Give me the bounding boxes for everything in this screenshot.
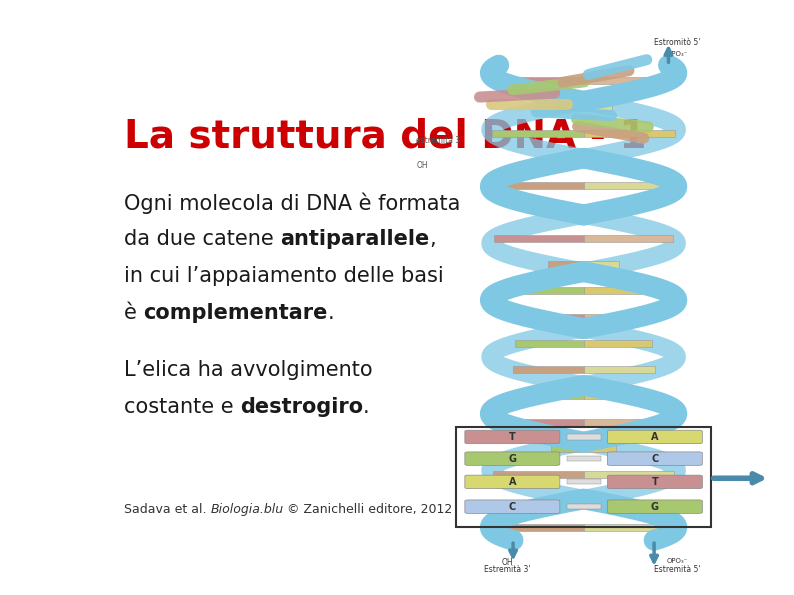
Bar	[503, 287, 584, 294]
Bar	[499, 77, 584, 84]
Bar	[584, 287, 665, 294]
Text: G: G	[651, 502, 659, 512]
Text: estremità 3': estremità 3'	[416, 136, 463, 145]
Bar	[584, 497, 595, 505]
Text: OH: OH	[417, 161, 428, 170]
Text: Estremità 3': Estremità 3'	[484, 565, 530, 574]
FancyBboxPatch shape	[607, 430, 703, 444]
Bar	[491, 182, 584, 189]
Bar	[584, 261, 619, 268]
FancyBboxPatch shape	[464, 430, 560, 444]
Text: A: A	[651, 432, 658, 442]
Text: da due catene: da due catene	[124, 230, 280, 249]
Text: in cui l’appaiamento delle basi: in cui l’appaiamento delle basi	[124, 266, 444, 286]
Bar	[584, 393, 635, 399]
Text: Ogni molecola di DNA è formata: Ogni molecola di DNA è formata	[124, 193, 461, 214]
Bar	[494, 235, 584, 242]
FancyBboxPatch shape	[607, 475, 703, 488]
Bar	[584, 77, 669, 84]
Text: Biologia.blu: Biologia.blu	[210, 503, 283, 516]
Bar	[567, 480, 600, 484]
Text: è: è	[124, 303, 144, 322]
Text: L’elica ha avvolgimento: L’elica ha avvolgimento	[124, 360, 372, 380]
Bar	[584, 130, 675, 136]
Bar	[567, 434, 600, 440]
Text: Estremità 5': Estremità 5'	[653, 565, 700, 574]
Bar	[529, 314, 584, 321]
Bar	[513, 367, 584, 373]
Bar	[584, 104, 612, 110]
Bar	[551, 445, 584, 452]
Bar	[584, 445, 616, 452]
Text: complementare: complementare	[144, 303, 328, 322]
FancyBboxPatch shape	[464, 452, 560, 465]
Text: © Zanichelli editore, 2012: © Zanichelli editore, 2012	[283, 503, 453, 516]
Bar	[555, 104, 584, 110]
Text: Sadava et al.: Sadava et al.	[124, 503, 210, 516]
Bar	[584, 524, 676, 531]
Text: costante e: costante e	[124, 397, 240, 416]
Bar	[584, 156, 591, 163]
Bar	[584, 209, 599, 215]
Text: antiparallele: antiparallele	[280, 230, 430, 249]
Bar	[500, 419, 584, 425]
Bar	[584, 471, 674, 478]
Text: .: .	[363, 397, 370, 416]
Bar	[493, 471, 584, 478]
Bar	[572, 497, 584, 505]
Text: G: G	[508, 453, 516, 464]
Bar	[584, 340, 652, 347]
Bar	[576, 156, 584, 163]
Text: Estromitò 5': Estromitò 5'	[653, 38, 700, 47]
Bar	[548, 261, 584, 268]
Bar	[569, 209, 584, 215]
Bar	[584, 367, 654, 373]
Bar	[515, 340, 584, 347]
FancyBboxPatch shape	[607, 500, 703, 513]
FancyBboxPatch shape	[607, 452, 703, 465]
Text: C: C	[509, 502, 516, 512]
Bar	[492, 130, 584, 136]
Bar	[584, 419, 667, 425]
Text: .: .	[328, 303, 334, 322]
Bar	[490, 524, 584, 531]
Bar	[532, 393, 584, 399]
Text: A: A	[509, 477, 516, 487]
Text: destrogiro: destrogiro	[240, 397, 363, 416]
Text: T: T	[509, 432, 516, 442]
Text: C: C	[651, 453, 658, 464]
FancyBboxPatch shape	[464, 475, 560, 488]
Text: OPO₃⁻: OPO₃⁻	[666, 558, 688, 564]
FancyBboxPatch shape	[464, 500, 560, 513]
Text: OPO₃⁻: OPO₃⁻	[666, 51, 688, 57]
Text: ,: ,	[430, 230, 436, 249]
Bar	[567, 504, 600, 509]
Text: La struttura del DNA - 1: La struttura del DNA - 1	[124, 117, 646, 155]
Bar	[567, 456, 600, 461]
Bar	[457, 427, 711, 527]
Bar	[584, 235, 673, 242]
Text: OH: OH	[502, 558, 513, 567]
Text: T: T	[651, 477, 658, 487]
Bar	[584, 182, 676, 189]
Bar	[584, 314, 638, 321]
